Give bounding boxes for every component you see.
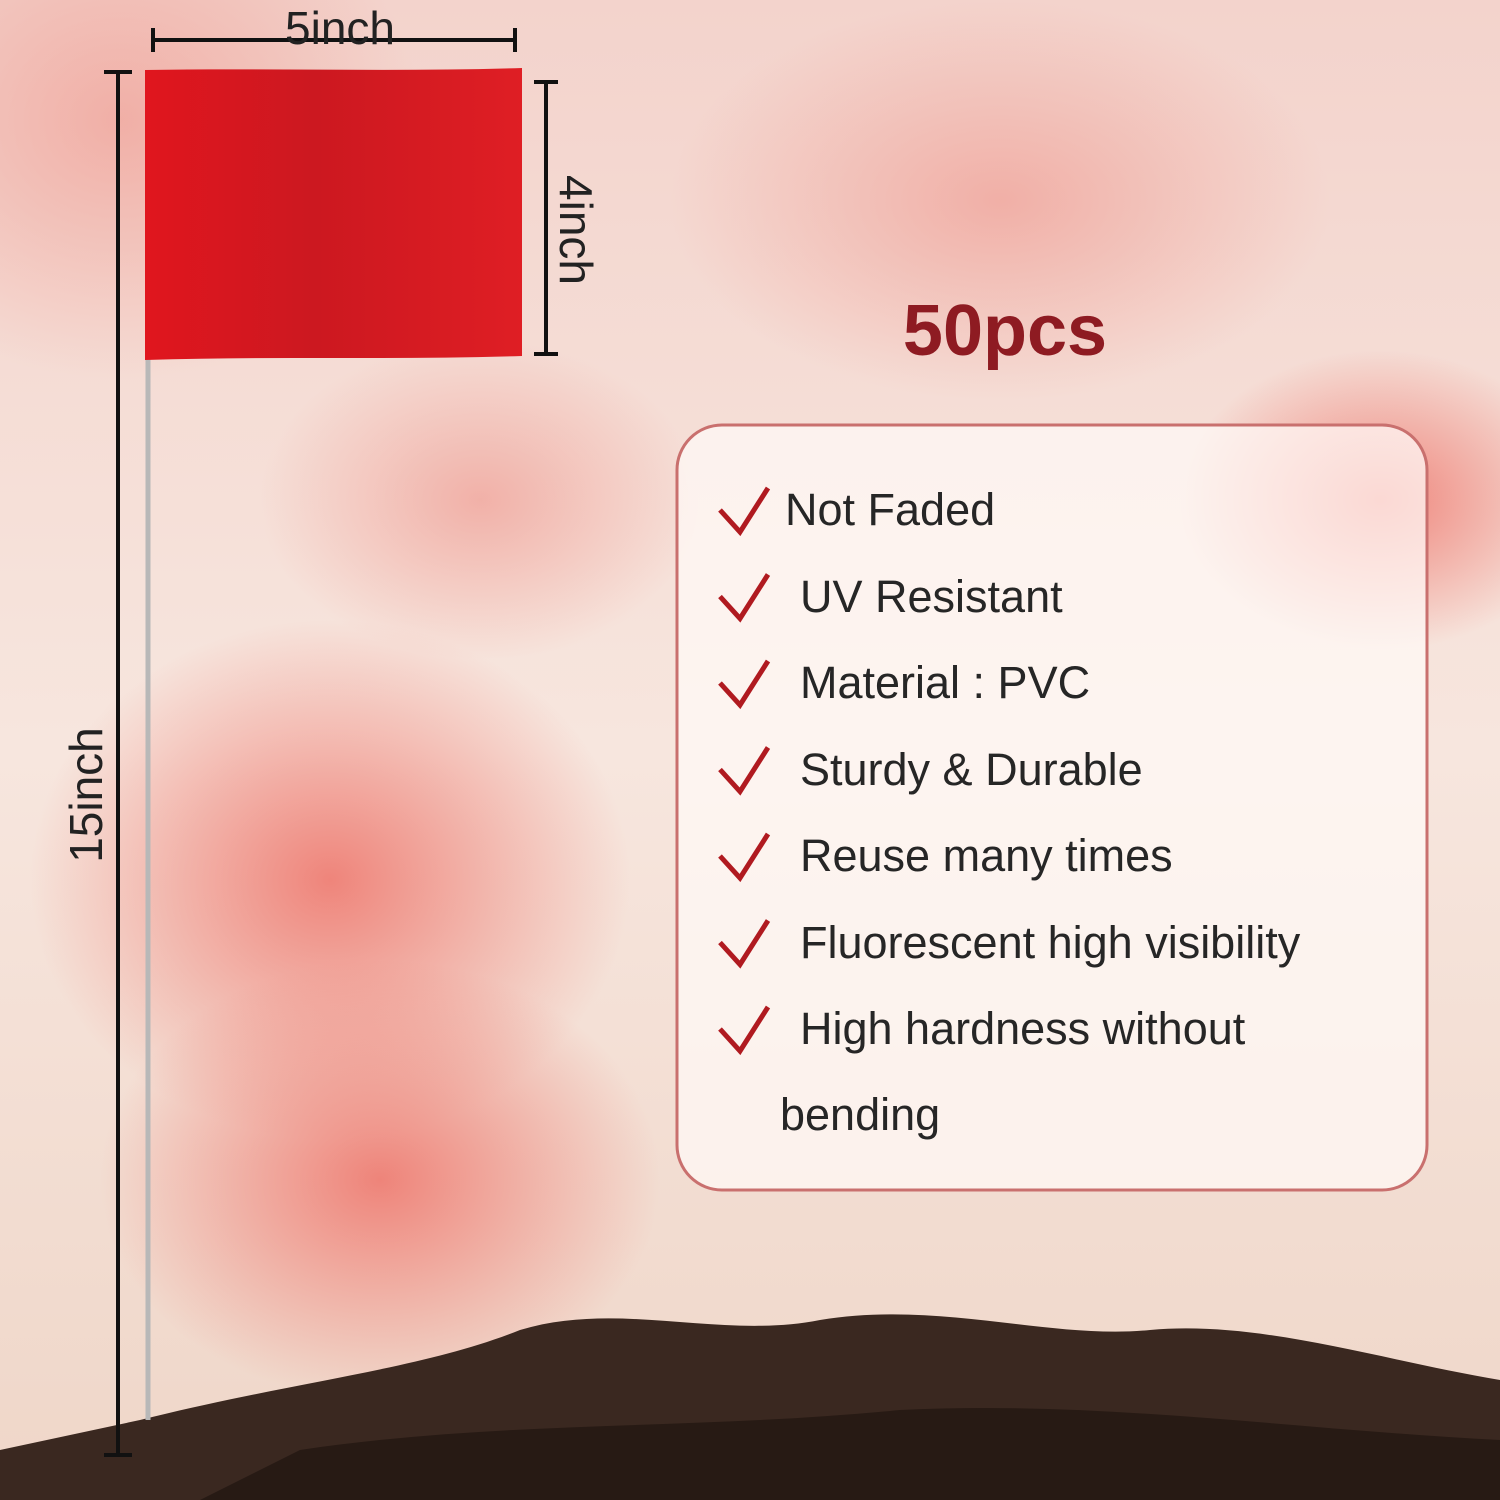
blur	[670, 0, 1330, 400]
flag	[145, 68, 522, 360]
feature-item: Not Faded	[785, 484, 996, 535]
check-mark	[718, 832, 771, 883]
blur	[260, 340, 700, 660]
feature-item: Material : PVC	[800, 657, 1091, 708]
check-mark	[718, 659, 771, 710]
check-marks	[718, 486, 771, 1056]
feature-item: UV Resistant	[800, 570, 1063, 622]
height-label: 4inch	[550, 175, 602, 285]
pole-label: 15inch	[60, 727, 112, 863]
feature-item: Fluorescent high visibility	[800, 916, 1301, 968]
quantity: 50pcs	[902, 291, 1108, 371]
check-mark	[718, 573, 771, 623]
check-mark	[718, 486, 771, 537]
feature-item: Reuse many times	[800, 830, 1173, 881]
check-mark	[718, 746, 771, 796]
check-mark	[718, 919, 771, 969]
soil-shade	[200, 1407, 1500, 1500]
width-label: 5inch	[285, 2, 395, 54]
blur	[100, 960, 660, 1400]
check-mark	[718, 1005, 771, 1056]
feature-item: High hardness without bending	[780, 1003, 1246, 1140]
dimension-lines	[104, 28, 558, 1457]
feature-item: Sturdy & Durable	[800, 743, 1143, 795]
feature-box	[675, 423, 1429, 1192]
